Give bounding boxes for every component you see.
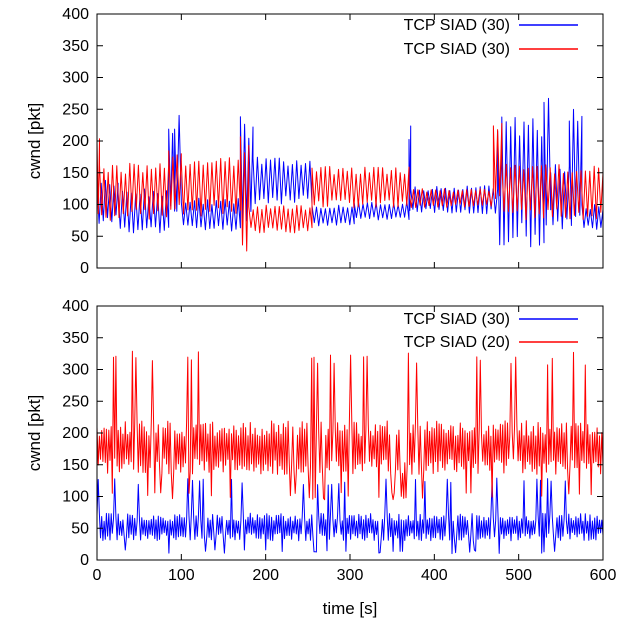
bot-y-tick-label-6: 300 (62, 362, 89, 379)
top-y-tick-label-4: 200 (62, 133, 89, 150)
bottom-y-ticks: 0 50 100 150 200 250 300 350 400 (62, 298, 603, 569)
bot-x-tick-label-6: 600 (590, 567, 617, 584)
bot-x-tick-label-4: 400 (421, 567, 448, 584)
top-y-tick-label-7: 350 (62, 38, 89, 55)
top-y-tick-label-2: 100 (62, 197, 89, 214)
bot-y-tick-label-1: 50 (71, 520, 89, 537)
bottom-legend-entry-0-label: TCP SIAD (30) (404, 311, 510, 328)
bot-y-tick-label-5: 250 (62, 393, 89, 410)
top-y-tick-label-6: 300 (62, 70, 89, 87)
bot-y-tick-label-2: 100 (62, 489, 89, 506)
top-series-line-0 (96, 97, 604, 248)
top-y-tick-label-0: 0 (80, 260, 89, 277)
bot-x-tick-label-0: 0 (93, 567, 102, 584)
top-panel: 0 50 100 150 200 250 300 350 400 cwnd [pkt] TCP … (25, 6, 604, 277)
bot-x-tick-label-1: 100 (168, 567, 195, 584)
bot-y-tick-label-3: 150 (62, 457, 89, 474)
top-series-layer (96, 97, 604, 252)
bottom-x-axis-label: time [s] (323, 599, 378, 618)
bottom-panel: 0 50 100 150 200 250 300 350 400 0 100 200 300 400 50… (25, 298, 616, 618)
bot-series-line-1 (96, 350, 604, 501)
bottom-legend: TCP SIAD (30) TCP SIAD (20) (404, 311, 578, 351)
bottom-x-ticks: 0 100 200 300 400 500 600 (93, 306, 617, 584)
top-y-axis-label: cwnd [pkt] (25, 103, 44, 180)
bot-y-tick-label-4: 200 (62, 425, 89, 442)
bot-x-tick-label-3: 300 (337, 567, 364, 584)
top-series-line-1 (96, 123, 604, 252)
top-legend: TCP SIAD (30) TCP SIAD (30) (404, 17, 578, 58)
top-y-tick-label-5: 250 (62, 101, 89, 118)
top-y-tick-label-1: 50 (71, 228, 89, 245)
top-y-tick-label-8: 400 (62, 6, 89, 23)
bot-y-tick-label-7: 350 (62, 330, 89, 347)
bottom-y-axis-label: cwnd [pkt] (25, 395, 44, 472)
bot-y-tick-label-0: 0 (80, 552, 89, 569)
bot-y-tick-label-8: 400 (62, 298, 89, 315)
top-legend-entry-0-label: TCP SIAD (30) (404, 17, 510, 34)
top-legend-entry-1-label: TCP SIAD (30) (404, 41, 510, 58)
bottom-legend-entry-1-label: TCP SIAD (20) (404, 334, 510, 351)
bot-series-line-0 (96, 477, 604, 555)
bottom-series-layer (96, 350, 604, 555)
bot-x-tick-label-5: 500 (505, 567, 532, 584)
top-y-ticks: 0 50 100 150 200 250 300 350 400 (62, 6, 604, 277)
top-y-tick-label-3: 150 (62, 165, 89, 182)
bot-x-tick-label-2: 200 (252, 567, 279, 584)
